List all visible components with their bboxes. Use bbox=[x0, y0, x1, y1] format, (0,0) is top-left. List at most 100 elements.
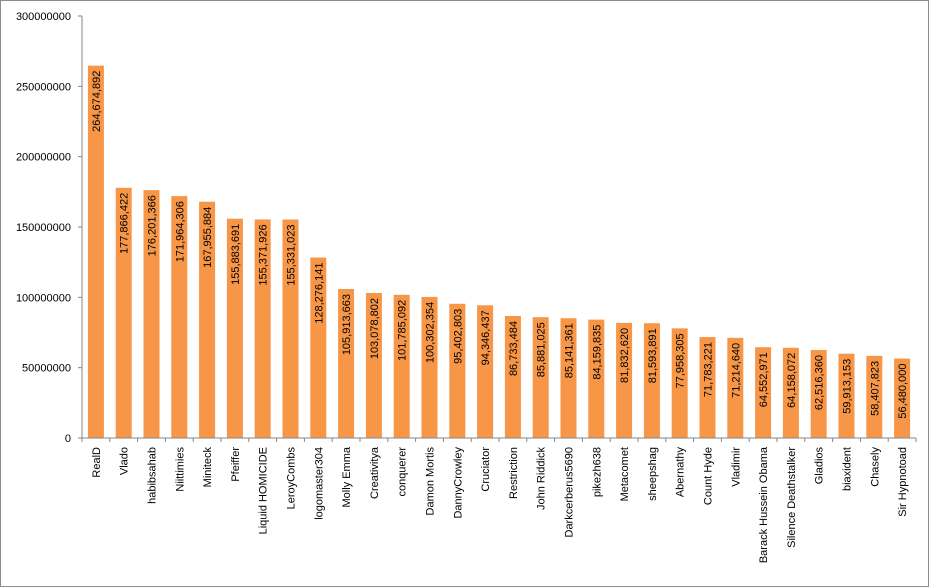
bar bbox=[477, 305, 494, 438]
category-label: Chasely bbox=[869, 447, 881, 487]
value-label: 103,078,802 bbox=[369, 298, 381, 359]
y-tick-label: 300000000 bbox=[16, 11, 71, 23]
bar bbox=[87, 65, 104, 439]
value-label: 59,913,153 bbox=[842, 359, 854, 414]
value-label: 100,302,354 bbox=[425, 302, 437, 363]
value-label: 264,674,892 bbox=[91, 71, 103, 132]
bar bbox=[616, 322, 633, 438]
category-label: DannyCrowley bbox=[452, 447, 464, 519]
value-label: 58,407,823 bbox=[869, 361, 881, 416]
category-label: Barack Hussein Obama bbox=[758, 446, 770, 563]
value-label: 94,346,437 bbox=[480, 310, 492, 365]
value-label: 176,201,366 bbox=[147, 195, 159, 256]
value-label: 155,883,691 bbox=[230, 224, 242, 285]
value-label: 71,214,640 bbox=[730, 343, 742, 398]
bar bbox=[894, 358, 911, 438]
y-axis: 0 50000000 100000000 150000000 200000000 2500… bbox=[16, 11, 83, 445]
value-label: 81,832,620 bbox=[619, 328, 631, 383]
bar bbox=[782, 347, 799, 438]
value-label: 86,733,484 bbox=[508, 321, 520, 376]
category-label: John Riddick bbox=[536, 447, 548, 510]
value-label: 56,480,000 bbox=[897, 364, 909, 419]
category-label: Abernathy bbox=[675, 447, 687, 498]
bar bbox=[755, 347, 772, 438]
value-label: 64,158,072 bbox=[786, 353, 798, 408]
category-label: Niittimies bbox=[174, 447, 186, 492]
value-label: 167,955,884 bbox=[202, 207, 214, 268]
value-label: 64,552,971 bbox=[758, 352, 770, 407]
bar bbox=[699, 337, 716, 438]
bar bbox=[393, 294, 410, 438]
bar bbox=[643, 323, 660, 438]
bar bbox=[365, 293, 382, 438]
bar bbox=[532, 317, 549, 438]
category-label: Metacomet bbox=[619, 447, 631, 501]
value-label: 101,785,092 bbox=[397, 300, 409, 361]
value-label: 105,913,663 bbox=[341, 294, 353, 355]
value-label: 128,276,141 bbox=[313, 263, 325, 324]
value-label: 85,141,361 bbox=[564, 323, 576, 378]
value-label: 81,593,891 bbox=[647, 328, 659, 383]
category-label: LeroyCombs bbox=[286, 447, 298, 510]
bar bbox=[727, 337, 744, 438]
bar bbox=[504, 315, 521, 438]
bar bbox=[199, 201, 216, 438]
y-tick-label: 200000000 bbox=[16, 152, 71, 164]
category-label: Damon Mortis bbox=[425, 447, 437, 516]
value-label: 95,402,803 bbox=[452, 309, 464, 364]
bar bbox=[338, 289, 355, 438]
category-label: Pfeiffer bbox=[230, 447, 242, 482]
category-label: Vlado bbox=[119, 447, 131, 475]
bar bbox=[115, 187, 132, 438]
bar bbox=[226, 218, 243, 438]
y-tick-label: 250000000 bbox=[16, 81, 71, 93]
category-label: Liquid HOMICIDE bbox=[258, 447, 270, 534]
category-label: Molly Emma bbox=[341, 446, 353, 507]
bar bbox=[866, 355, 883, 438]
bar bbox=[671, 328, 688, 438]
category-label: habibsahab bbox=[147, 447, 159, 504]
y-tick-label: 0 bbox=[65, 433, 71, 445]
category-label: Sir Hypnotoad bbox=[897, 447, 909, 517]
bar bbox=[254, 219, 271, 438]
category-label: Cruciator bbox=[480, 447, 492, 492]
category-label: pikezh638 bbox=[591, 447, 603, 497]
category-label: Miniteck bbox=[202, 447, 214, 488]
bars bbox=[87, 65, 911, 439]
bar bbox=[282, 219, 299, 438]
bar bbox=[143, 190, 160, 438]
category-label: Darkcerberus5690 bbox=[564, 447, 576, 538]
category-label: Vladimir bbox=[730, 447, 742, 487]
bar bbox=[421, 296, 438, 438]
category-label: Silence Deathstalker bbox=[786, 447, 798, 548]
bar bbox=[560, 318, 577, 438]
bar bbox=[171, 196, 188, 438]
category-label: Count Hyde bbox=[703, 447, 715, 505]
value-label: 84,159,835 bbox=[591, 325, 603, 380]
category-label: logomaster304 bbox=[313, 447, 325, 520]
x-axis: RealD Vlado habibsahab Niittimies Miniteck Pf… bbox=[81, 437, 917, 563]
y-tick-label: 150000000 bbox=[16, 222, 71, 234]
bar bbox=[310, 257, 327, 438]
category-label: biaxident bbox=[842, 447, 854, 491]
bar bbox=[588, 319, 605, 438]
category-label: sheepshag bbox=[647, 447, 659, 501]
value-label: 155,331,023 bbox=[286, 225, 298, 286]
category-label: Restriction bbox=[508, 447, 520, 499]
value-label: 177,866,422 bbox=[119, 193, 131, 254]
value-label: 71,783,221 bbox=[703, 342, 715, 397]
bar bbox=[838, 353, 855, 438]
value-label: 171,964,306 bbox=[174, 201, 186, 262]
y-tick-label: 50000000 bbox=[22, 363, 71, 375]
category-label: RealD bbox=[91, 447, 103, 478]
value-label: 77,958,305 bbox=[675, 333, 687, 388]
category-label: conquerer bbox=[397, 447, 409, 497]
category-label: Creativitya bbox=[369, 446, 381, 499]
category-label: Gladios bbox=[814, 447, 826, 485]
bar bbox=[810, 350, 827, 438]
bar bbox=[449, 303, 466, 438]
value-label: 155,371,926 bbox=[258, 224, 270, 285]
data-labels: 264,674,892 177,866,422 176,201,366 171,964… bbox=[91, 71, 909, 419]
value-label: 62,516,360 bbox=[814, 355, 826, 410]
